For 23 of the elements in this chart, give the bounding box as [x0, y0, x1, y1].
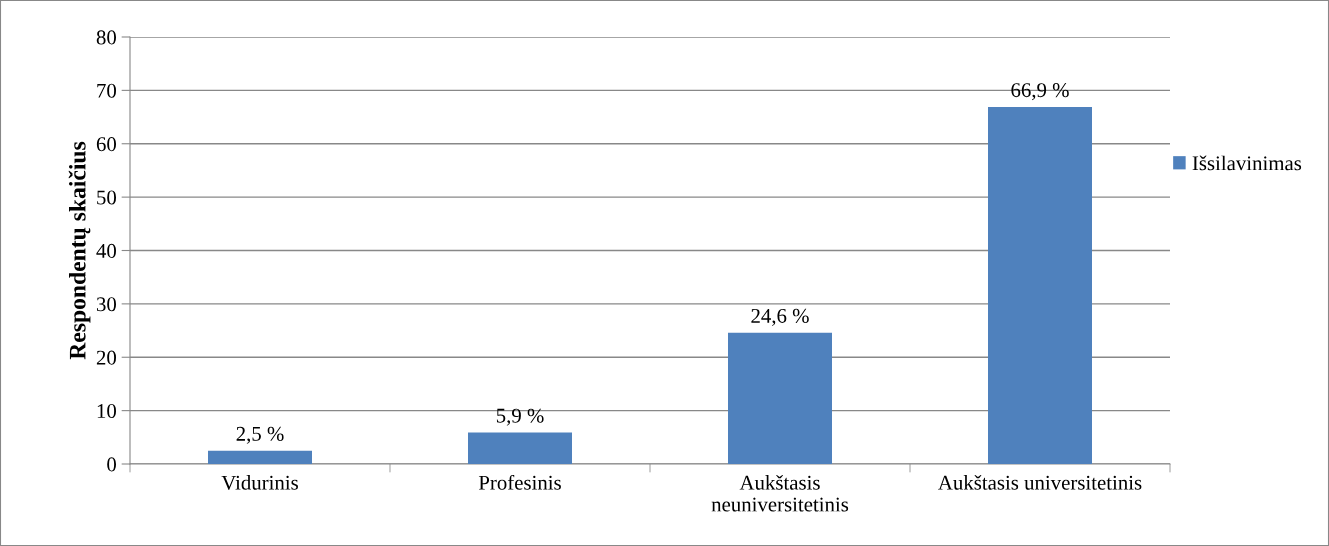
x-tick-label: Aukštasis universitetinis — [938, 475, 1142, 490]
y-axis-title: Respondentų skaičius — [68, 141, 91, 360]
y-tick-label: 70 — [97, 83, 117, 98]
y-tick-label: 10 — [97, 404, 117, 419]
y-tick-label: 0 — [107, 457, 117, 472]
bar — [728, 332, 832, 464]
x-tick-label: Aukštasis neuniversitetinis — [711, 475, 849, 512]
y-tick-label: 60 — [96, 137, 117, 152]
y-tick-label: 20 — [96, 350, 117, 365]
x-tick-label: Profesinis — [478, 474, 561, 490]
legend-label: Išsilavinimas — [1192, 155, 1302, 171]
bar — [468, 432, 572, 464]
data-label: 2,5 % — [236, 426, 284, 444]
y-tick-label: 40 — [96, 243, 117, 258]
bar — [988, 106, 1092, 464]
y-tick-label: 30 — [96, 297, 117, 312]
x-tick-label: Vidurinis — [221, 475, 298, 490]
data-label: 66,9 % — [1011, 83, 1069, 101]
bar — [208, 450, 312, 464]
y-tick-label: 80 — [96, 30, 117, 45]
y-tick-label: 50 — [97, 190, 117, 205]
data-label: 5,9 % — [496, 408, 544, 426]
data-label: 24,6 % — [751, 308, 809, 326]
